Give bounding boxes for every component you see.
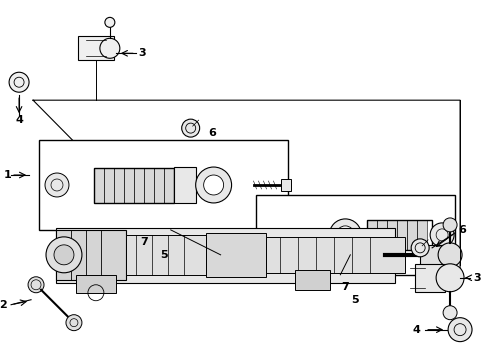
Text: 3: 3 — [138, 48, 145, 58]
Bar — [134, 168, 143, 203]
Bar — [173, 167, 195, 203]
Bar — [205, 233, 265, 277]
Circle shape — [46, 237, 82, 273]
Circle shape — [45, 173, 69, 197]
Bar — [322, 230, 330, 240]
Bar — [153, 168, 163, 203]
Circle shape — [66, 315, 82, 330]
Circle shape — [435, 264, 463, 292]
Text: 1: 1 — [3, 170, 11, 180]
Bar — [163, 168, 173, 203]
Circle shape — [104, 17, 115, 27]
Circle shape — [437, 243, 461, 267]
Circle shape — [447, 318, 471, 342]
Text: 7: 7 — [140, 237, 147, 247]
Bar — [376, 220, 386, 250]
Circle shape — [329, 219, 361, 251]
Bar — [56, 230, 125, 280]
Text: 5: 5 — [160, 250, 167, 260]
Bar — [419, 245, 444, 265]
Circle shape — [203, 175, 223, 195]
Bar — [416, 220, 426, 250]
Bar — [123, 168, 134, 203]
Text: 2: 2 — [0, 300, 7, 310]
Bar — [125, 235, 205, 275]
Bar — [414, 264, 444, 292]
Circle shape — [410, 239, 428, 257]
Bar — [39, 140, 288, 230]
Circle shape — [336, 226, 354, 244]
Text: 6: 6 — [457, 225, 465, 235]
Bar — [78, 36, 114, 60]
Text: 5: 5 — [351, 295, 358, 305]
Bar — [281, 179, 291, 191]
Bar — [114, 168, 123, 203]
Bar — [103, 168, 114, 203]
Circle shape — [182, 119, 199, 137]
Bar — [265, 237, 405, 273]
Circle shape — [9, 72, 29, 92]
Circle shape — [195, 167, 231, 203]
Text: 3: 3 — [472, 273, 480, 283]
Bar — [396, 220, 407, 250]
Circle shape — [100, 38, 120, 58]
Bar — [386, 220, 396, 250]
Bar — [295, 270, 330, 290]
Circle shape — [442, 218, 456, 232]
Bar — [76, 275, 116, 293]
Circle shape — [442, 306, 456, 320]
Text: 6: 6 — [208, 128, 216, 138]
Bar — [94, 168, 103, 203]
Circle shape — [429, 223, 453, 247]
Circle shape — [54, 245, 74, 265]
Text: 4: 4 — [15, 115, 23, 125]
Bar — [255, 195, 454, 275]
Bar — [366, 220, 431, 250]
Text: 7: 7 — [341, 282, 348, 292]
Circle shape — [28, 277, 44, 293]
Text: 4: 4 — [411, 325, 419, 335]
Bar — [407, 220, 416, 250]
Bar — [143, 168, 153, 203]
Bar — [56, 228, 394, 283]
Bar — [366, 220, 376, 250]
Bar — [94, 168, 173, 203]
